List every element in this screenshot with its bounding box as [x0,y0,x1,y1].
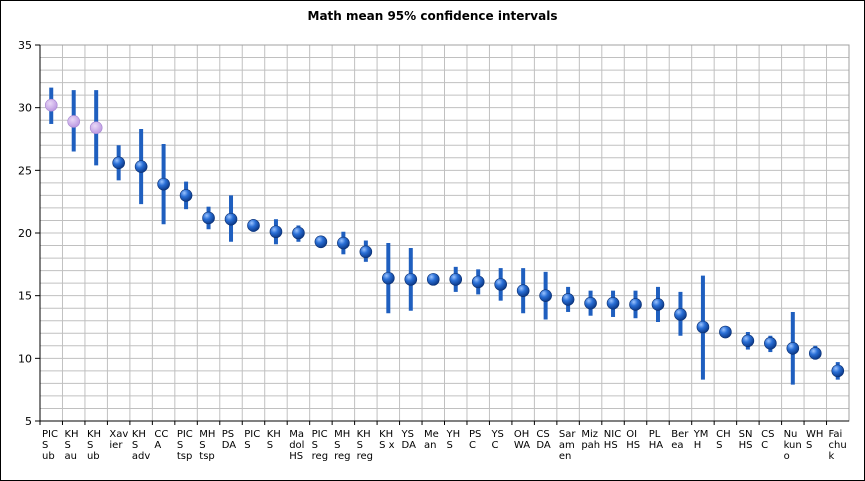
y-tick-label: 15 [18,290,32,303]
mean-point [561,293,575,306]
mean-point [202,211,215,225]
axes [35,44,850,425]
mean-point [764,336,777,350]
mean-point [696,320,710,334]
mean-point [516,284,530,297]
mean-point [224,212,238,226]
x-tick-label: Miz pah [581,429,600,451]
x-tick-label: CH S [716,429,731,451]
mean-point [247,219,260,232]
mean-point [471,275,485,289]
mean-point [44,98,58,112]
y-tick-label: 10 [18,352,32,365]
mean-point [651,298,665,311]
x-tick-label: YH S [446,429,461,451]
mean-point [359,245,373,259]
y-tick-label: 25 [18,164,32,177]
x-tick-label: OI HS [626,429,640,451]
y-tick-labels: 5 10 15 20 25 30 35 [18,39,32,428]
mean-point [449,273,463,286]
y-tick-label: 30 [18,102,32,115]
mean-point [494,278,507,291]
mean-point [134,160,148,173]
x-tick-label: Sar am en [559,429,576,462]
x-tick-label: Ber ea [671,429,689,451]
x-tick-label: CC A [154,429,168,451]
chart-title: Math mean 95% confidence intervals [307,9,558,23]
mean-point [404,273,418,286]
y-tick-label: 5 [25,415,32,428]
x-tick-label: PS C [469,429,481,451]
mean-point [269,225,283,239]
mean-point [831,364,845,378]
mean-point [674,308,687,321]
x-tick-label: KH S [267,429,281,451]
mean-point [629,298,642,311]
mean-point [741,334,755,348]
mean-point [539,289,552,302]
y-tick-label: 20 [18,227,32,240]
x-tick-label: YS DA [401,429,417,451]
mean-point [786,342,800,355]
mean-point [337,236,350,250]
x-tick-label: Nu kun o [784,429,802,462]
x-tick-label: Ma dol HS [289,429,304,462]
x-tick-label: CS C [761,429,774,451]
x-tick-label: PIC S [244,429,260,451]
x-tick-label: PL HA [649,429,664,451]
mean-point [157,177,170,191]
x-tick-label: Xav ier [109,429,128,451]
mean-point [314,235,328,249]
gridlines [40,45,849,421]
mean-point [292,226,305,240]
x-tick-label: YM H [693,429,709,451]
mean-point [426,273,440,286]
mean-point [606,296,620,310]
x-tick-label: KH S x [379,429,395,451]
mean-point [67,115,81,128]
x-tick-label: PS DA [222,429,237,451]
x-tick-label: CS DA [536,429,551,451]
mean-point [112,156,125,170]
x-tick-label: Fai chu k [829,429,847,462]
x-tick-label: YS C [490,429,503,451]
mean-point [179,189,193,202]
mean-point [89,121,103,135]
mean-point [382,271,395,285]
mean-point [719,325,732,339]
x-tick-label: SN HS [739,429,753,451]
x-tick-label: NIC HS [604,429,621,451]
mean-point [808,347,822,360]
x-tick-label: Me an [424,429,439,451]
mean-markers [44,98,845,378]
x-tick-label: WH S [806,429,823,451]
y-tick-label: 35 [18,39,32,52]
mean-point [584,296,597,310]
x-tick-label: OH WA [514,429,530,451]
